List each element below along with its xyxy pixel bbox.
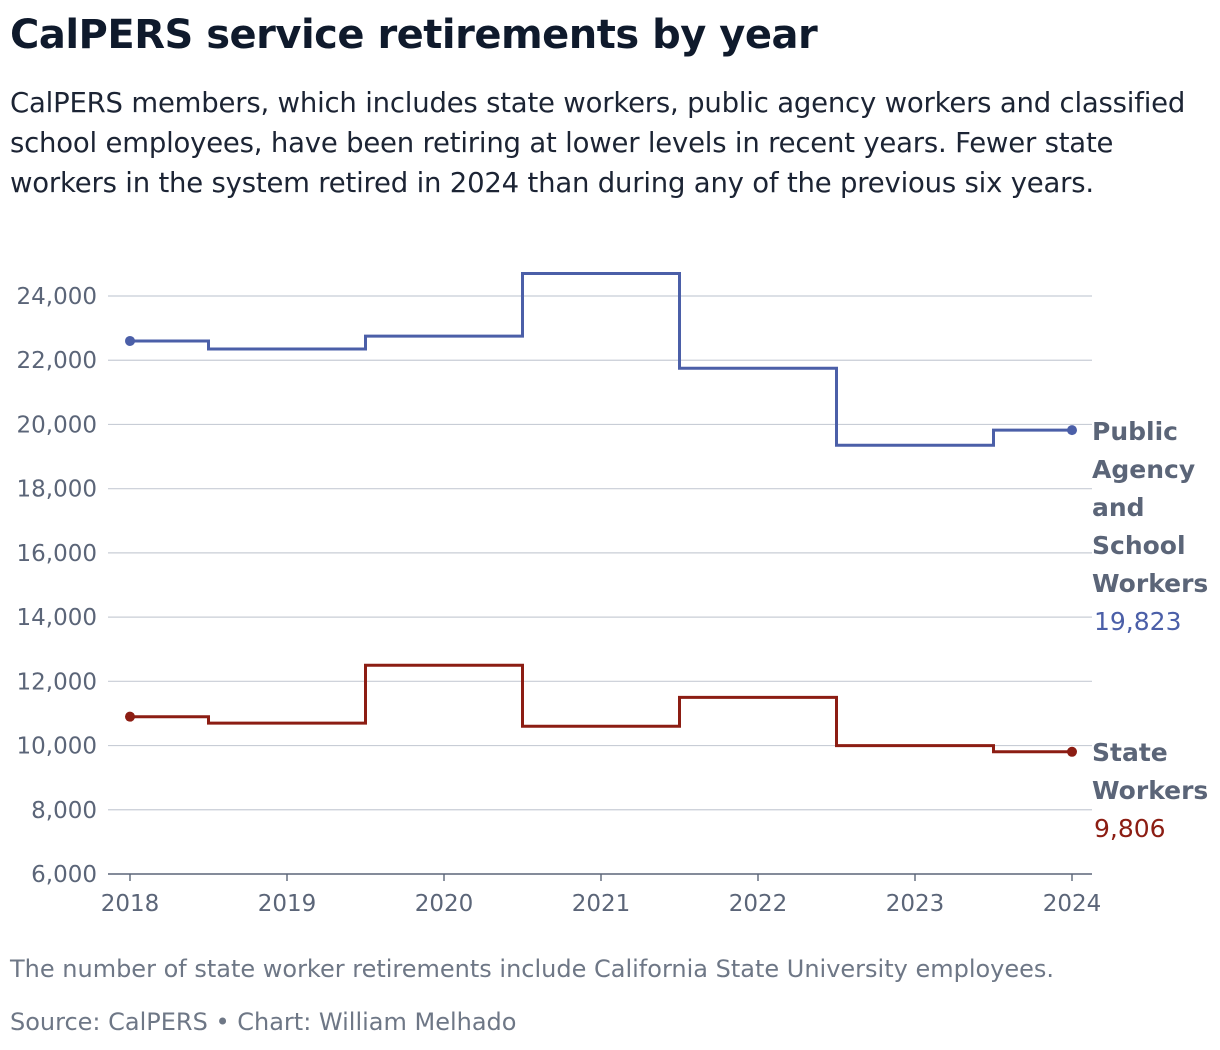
chart-note: The number of state worker retirements i… [10,955,1055,983]
series-end-value: 19,823 [1094,607,1181,636]
y-tick-label: 24,000 [17,284,97,310]
series-end-point [1067,746,1077,757]
y-tick-label: 20,000 [17,412,97,438]
x-tick-label: 2021 [572,891,631,917]
series-start-point [125,335,135,346]
x-tick-label: 2020 [415,891,474,917]
x-tick-label: 2018 [101,891,160,917]
y-tick-label: 10,000 [17,734,97,760]
y-tick-label: 18,000 [17,477,97,503]
series-label-line: State [1092,738,1168,767]
x-tick-label: 2022 [729,891,788,917]
y-tick-label: 22,000 [17,348,97,374]
x-tick-label: 2024 [1043,891,1102,917]
y-tick-label: 6,000 [31,862,97,888]
series-end-point [1067,425,1077,436]
series-label-line: School [1092,531,1186,560]
chart-source: Source: CalPERS • Chart: William Melhado [10,1008,517,1036]
series-start-point [125,711,135,722]
x-tick-label: 2023 [886,891,945,917]
series-label-line: and [1092,493,1145,522]
series-label-line: Agency [1092,455,1195,484]
y-tick-label: 12,000 [17,669,97,695]
series-line-public-agency-and-school-workers [130,272,1072,447]
y-tick-label: 16,000 [17,541,97,567]
chart-subtitle: CalPERS members, which includes state wo… [10,87,1186,199]
series-label-line: Public [1092,417,1178,446]
series-label-line: Workers [1092,569,1208,598]
series-line-state-workers [130,663,1072,754]
y-tick-label: 14,000 [17,605,97,631]
series-end-value: 9,806 [1094,814,1166,843]
y-tick-label: 8,000 [31,798,97,824]
x-tick-label: 2019 [258,891,317,917]
series-label-line: Workers [1092,776,1208,805]
chart-title: CalPERS service retirements by year [10,12,818,58]
